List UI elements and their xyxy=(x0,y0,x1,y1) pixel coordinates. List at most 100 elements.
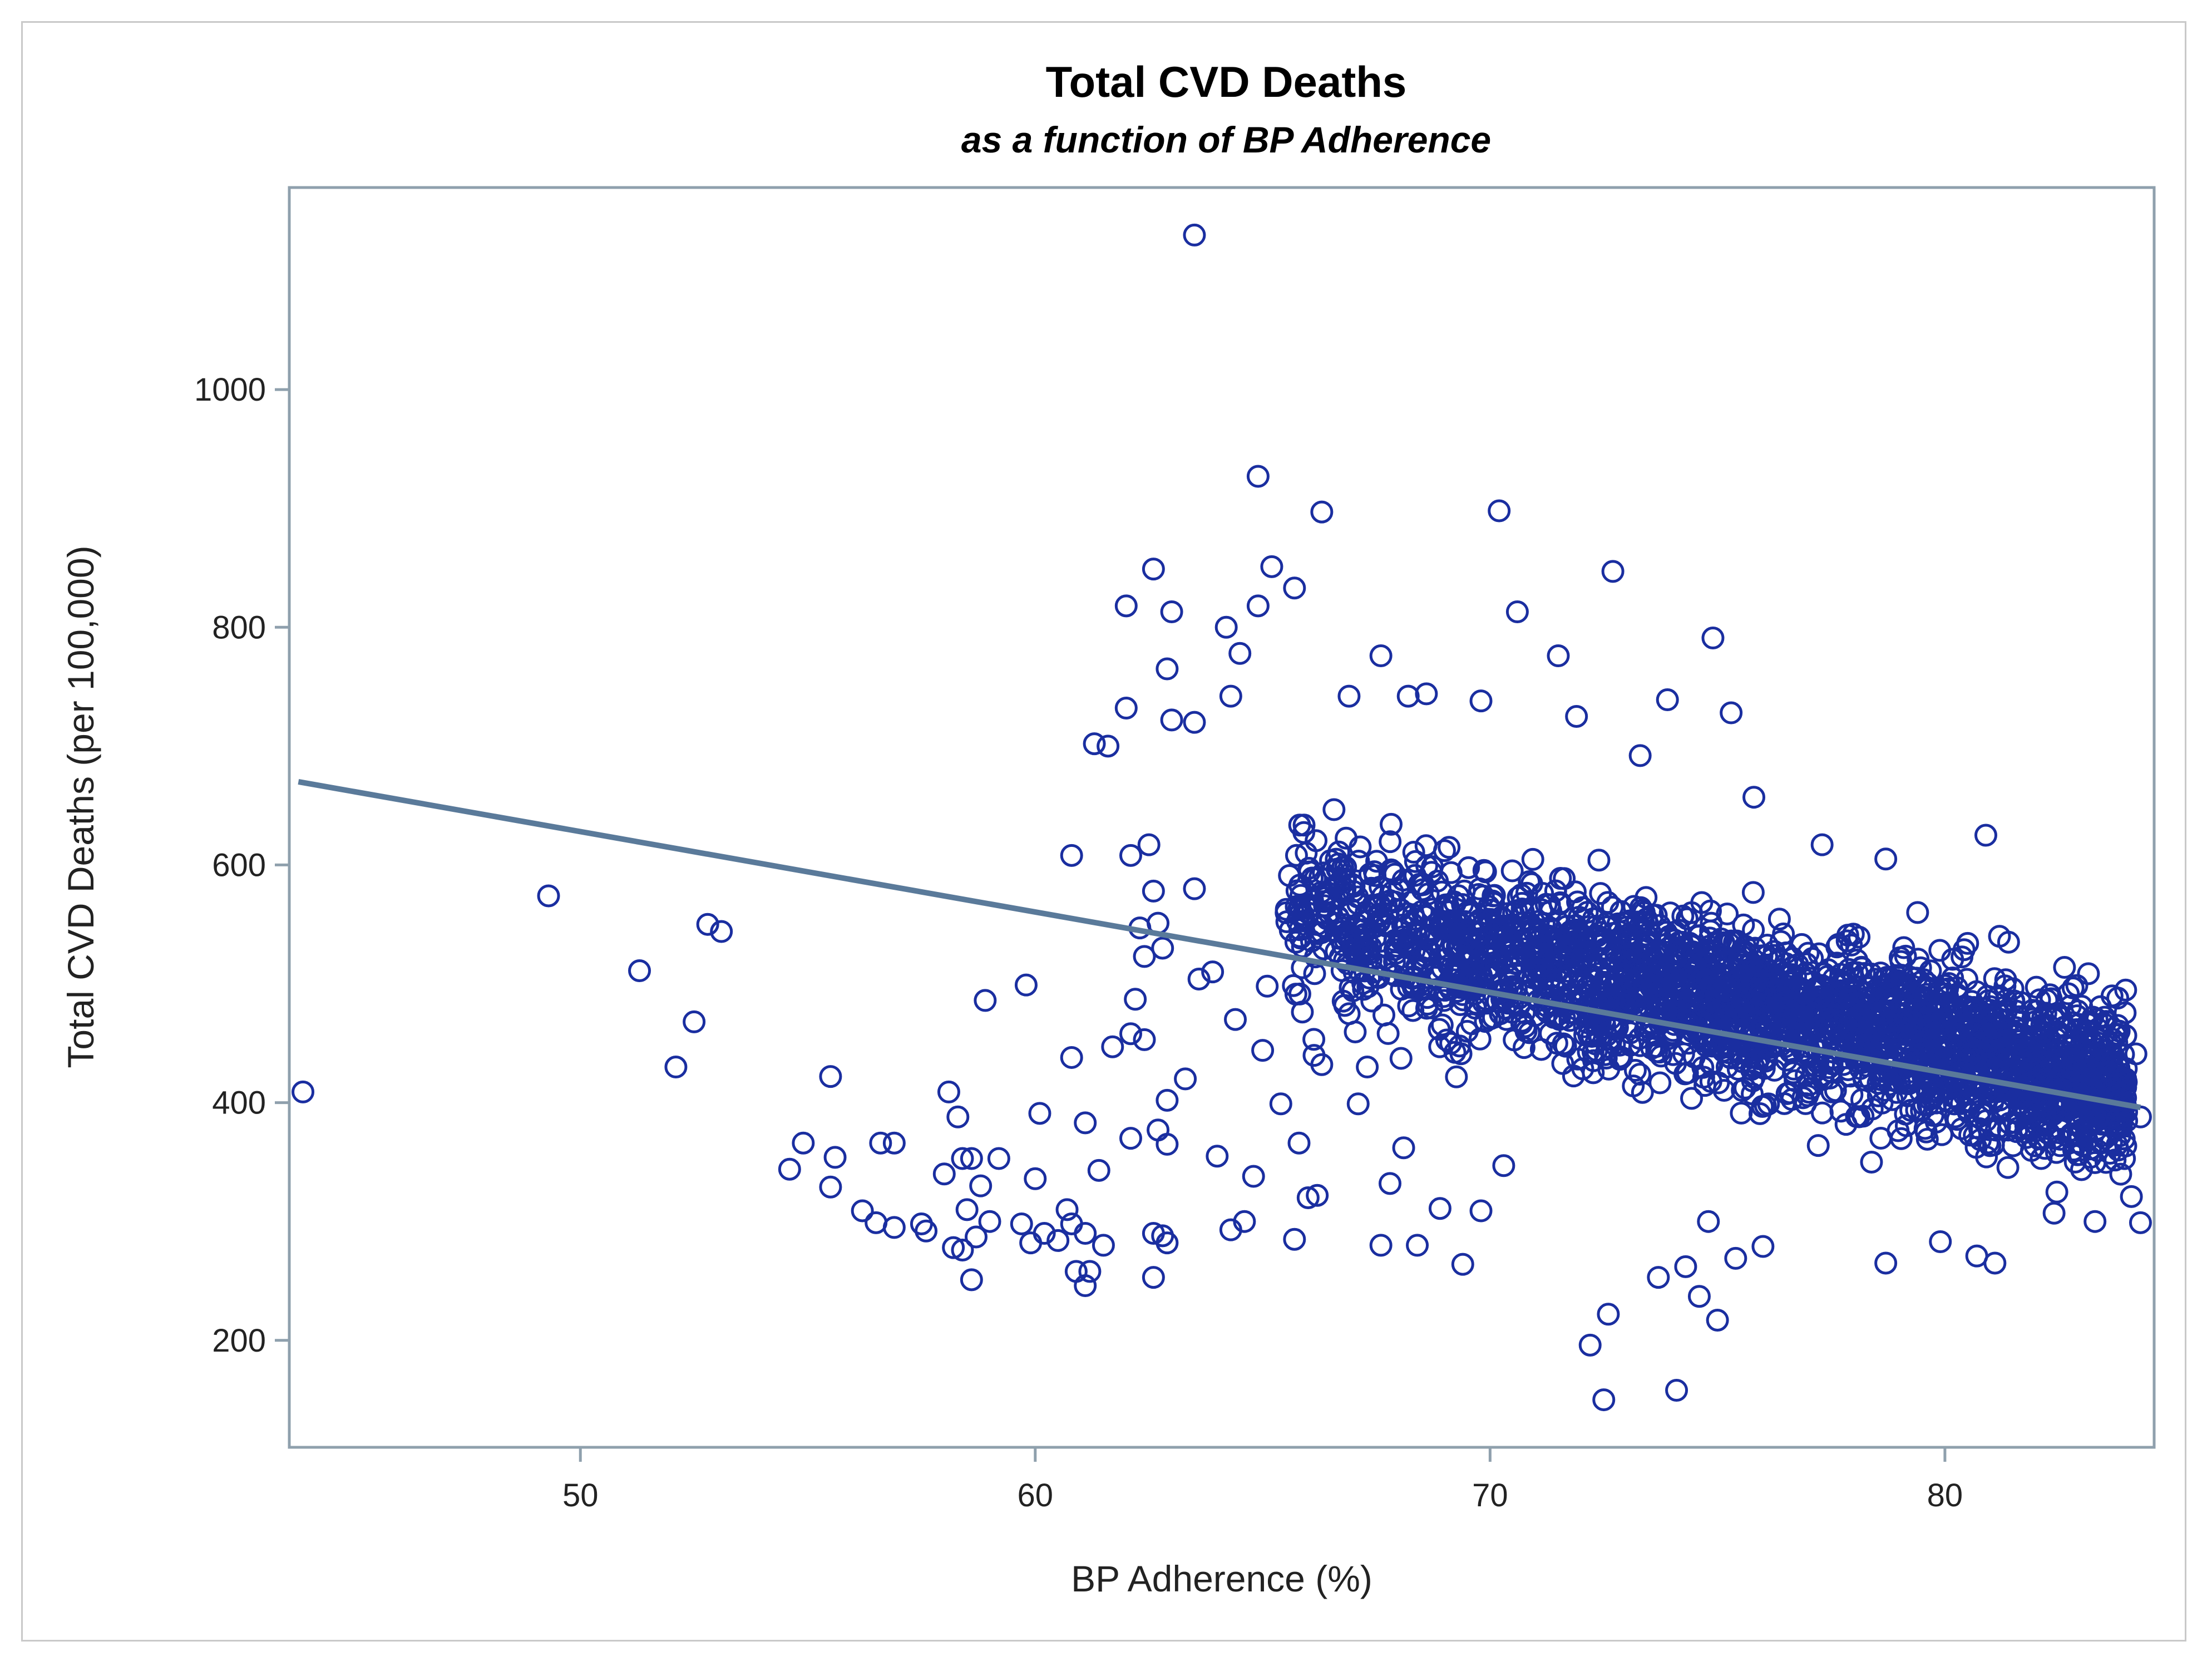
data-point xyxy=(1433,839,1456,862)
data-point xyxy=(1372,1003,1396,1027)
data-point xyxy=(1322,798,1346,821)
data-point xyxy=(1791,966,1815,989)
data-point xyxy=(1119,844,1142,867)
data-point xyxy=(1251,1039,1275,1062)
data-point xyxy=(1918,1017,1942,1040)
data-point xyxy=(1334,878,1357,901)
data-point xyxy=(2086,1139,2110,1162)
data-point xyxy=(1946,1003,1969,1026)
data-point xyxy=(2058,1126,2081,1149)
data-point xyxy=(1133,945,1156,968)
data-point xyxy=(1628,1062,1652,1086)
data-point xyxy=(1706,1308,1729,1332)
data-point xyxy=(1505,600,1529,623)
data-point xyxy=(1811,988,1835,1012)
data-point xyxy=(1962,1025,1985,1048)
data-point xyxy=(960,1268,983,1292)
data-point xyxy=(2042,1201,2066,1225)
data-point xyxy=(1302,1044,1326,1067)
regression-line xyxy=(298,779,2141,1111)
data-point xyxy=(1428,1035,1451,1058)
data-point xyxy=(1510,883,1533,906)
data-point xyxy=(1938,1045,1961,1068)
data-point xyxy=(2062,1122,2086,1145)
data-point xyxy=(1819,1018,1843,1042)
data-point xyxy=(1285,844,1308,867)
data-point xyxy=(1206,1145,1229,1168)
data-point xyxy=(1691,967,1715,990)
data-point xyxy=(965,1225,988,1249)
data-point xyxy=(1860,1150,1883,1174)
data-point xyxy=(1559,923,1582,946)
data-points xyxy=(292,223,2152,1412)
data-point xyxy=(1316,881,1340,904)
data-point xyxy=(1752,1057,1776,1080)
data-point xyxy=(1852,980,1875,1004)
data-point xyxy=(1346,1092,1370,1116)
data-point xyxy=(1751,1235,1775,1258)
data-point xyxy=(1952,938,1976,962)
data-point xyxy=(1492,1154,1515,1177)
data-point xyxy=(1449,1042,1473,1066)
y-tick-label: 800 xyxy=(212,609,266,645)
data-point xyxy=(1725,1005,1749,1028)
data-point xyxy=(1477,895,1500,918)
data-point xyxy=(1711,1039,1735,1063)
data-point xyxy=(2057,1059,2081,1083)
data-point xyxy=(1490,922,1514,945)
data-point xyxy=(1974,1109,1998,1132)
data-point xyxy=(1947,1088,1970,1112)
data-point xyxy=(1469,1199,1493,1223)
data-point xyxy=(1319,849,1342,873)
data-point xyxy=(1357,939,1380,962)
y-tick-label: 600 xyxy=(212,847,266,883)
data-point xyxy=(2051,1098,2074,1121)
x-tick-label: 50 xyxy=(562,1477,599,1514)
data-point xyxy=(1404,850,1427,873)
data-point xyxy=(1687,1285,1711,1308)
data-point xyxy=(1156,1231,1179,1255)
data-point xyxy=(1147,1118,1170,1142)
data-point xyxy=(1701,626,1725,649)
data-point xyxy=(1337,1002,1361,1026)
data-point xyxy=(2063,1150,2087,1174)
data-point xyxy=(2033,1113,2057,1137)
data-point xyxy=(1527,935,1550,959)
data-point xyxy=(1810,833,1834,856)
data-point xyxy=(1693,1074,1717,1097)
data-point xyxy=(2004,999,2028,1023)
data-point xyxy=(1545,1032,1568,1055)
data-point xyxy=(1741,881,1765,904)
data-point xyxy=(1406,1234,1429,1257)
data-point xyxy=(1820,1011,1844,1034)
data-point xyxy=(1482,884,1505,908)
data-point xyxy=(2002,989,2026,1013)
data-point xyxy=(1183,711,1206,734)
data-point xyxy=(1549,867,1572,890)
data-point xyxy=(1521,847,1544,871)
data-point xyxy=(1160,708,1183,732)
data-point xyxy=(1798,1073,1821,1097)
data-point xyxy=(1766,995,1790,1018)
data-point xyxy=(1283,1228,1306,1251)
data-point xyxy=(1269,1092,1292,1116)
data-point xyxy=(710,920,733,943)
data-point xyxy=(1512,900,1535,923)
data-point xyxy=(1285,879,1309,903)
data-point xyxy=(1906,901,1929,924)
data-point xyxy=(2114,978,2137,1002)
data-point xyxy=(1445,1065,1468,1088)
y-tick-label: 200 xyxy=(212,1323,266,1359)
data-point xyxy=(2020,1017,2043,1041)
data-point xyxy=(1662,998,1685,1022)
data-point xyxy=(960,1147,983,1170)
data-point xyxy=(1437,954,1460,977)
data-point xyxy=(1917,1093,1940,1117)
data-point xyxy=(1907,948,1930,971)
data-point xyxy=(1256,974,1279,998)
data-point xyxy=(1156,657,1179,681)
data-point xyxy=(1321,859,1345,882)
data-point xyxy=(1219,684,1242,708)
data-point xyxy=(1547,644,1570,668)
data-point xyxy=(1411,939,1434,963)
